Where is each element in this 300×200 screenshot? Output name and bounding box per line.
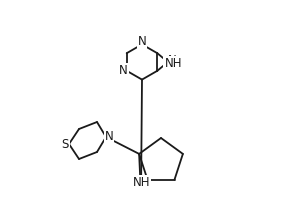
- Text: N: N: [168, 54, 177, 67]
- Text: N: N: [105, 130, 113, 144]
- Text: NH: NH: [132, 176, 150, 189]
- Text: N: N: [119, 64, 128, 77]
- Text: N: N: [138, 35, 146, 48]
- Text: NH: NH: [164, 57, 182, 70]
- Text: S: S: [62, 138, 69, 150]
